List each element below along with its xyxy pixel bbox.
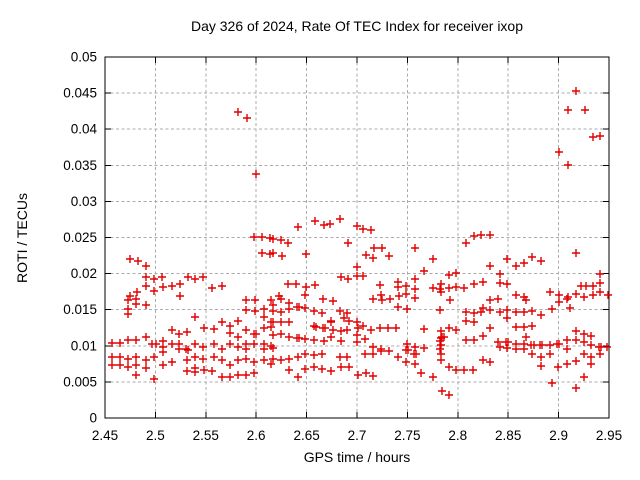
x-tick-label: 2.9 [549,428,568,443]
y-tick-label: 0.05 [71,50,97,65]
y-tick-label: 0.035 [63,158,97,173]
axis-ticks [104,56,610,419]
gridlines [105,57,609,418]
x-tick-label: 2.65 [293,428,319,443]
plot-frame [104,56,610,419]
y-tick-label: 0.005 [63,374,97,389]
y-axis-label: ROTI / TECUs [14,193,30,283]
y-tick-label: 0.045 [63,86,97,101]
x-tick-label: 2.6 [247,428,266,443]
axis-labels: Day 326 of 2024, Rate Of TEC Index for r… [14,18,622,465]
y-tick-label: 0.04 [71,122,98,137]
y-tick-label: 0 [89,411,97,426]
x-tick-label: 2.95 [596,428,622,443]
y-tick-label: 0.03 [71,194,97,209]
y-tick-label: 0.01 [71,338,97,353]
y-tick-label: 0.015 [63,302,97,317]
x-tick-label: 2.85 [495,428,521,443]
y-tick-label: 0.025 [63,230,97,245]
y-tick-label: 0.02 [71,266,97,281]
chart-title: Day 326 of 2024, Rate Of TEC Index for r… [191,18,523,34]
data-point-markers [108,87,612,399]
x-tick-label: 2.8 [448,428,467,443]
x-tick-label: 2.55 [193,428,219,443]
x-tick-label: 2.75 [394,428,420,443]
x-tick-label: 2.5 [146,428,165,443]
x-tick-label: 2.45 [92,428,118,443]
x-tick-label: 2.7 [348,428,367,443]
x-axis-label: GPS time / hours [304,449,411,465]
data-points [108,87,612,399]
